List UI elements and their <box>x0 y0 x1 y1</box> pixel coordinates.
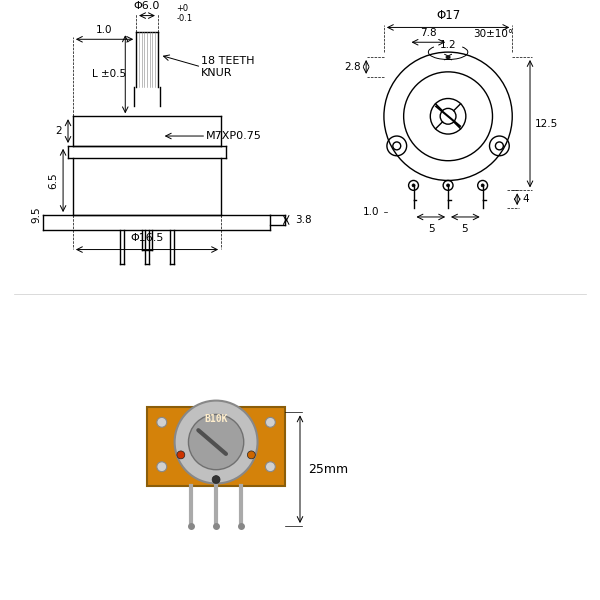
Circle shape <box>212 476 220 484</box>
Text: 2.8: 2.8 <box>344 62 361 72</box>
Text: 4: 4 <box>522 194 529 204</box>
Text: Φ16.5: Φ16.5 <box>130 233 164 242</box>
Circle shape <box>175 401 257 484</box>
Text: 18 TEETH
KNUR: 18 TEETH KNUR <box>201 56 255 78</box>
Circle shape <box>412 184 415 187</box>
Text: 1.0: 1.0 <box>362 207 379 217</box>
Text: 3.8: 3.8 <box>295 215 311 225</box>
Text: Φ6.0: Φ6.0 <box>134 1 160 11</box>
Circle shape <box>247 451 255 459</box>
Text: 6.5: 6.5 <box>48 172 58 189</box>
Text: 25mm: 25mm <box>308 463 348 476</box>
Text: 1.0: 1.0 <box>96 25 113 35</box>
Bar <box>147 407 285 487</box>
Text: 7.8: 7.8 <box>420 28 437 38</box>
Text: 5: 5 <box>461 224 468 234</box>
Text: 9.5: 9.5 <box>31 206 41 223</box>
Text: L ±0.5: L ±0.5 <box>92 70 127 79</box>
Text: B10K: B10K <box>205 415 228 424</box>
Circle shape <box>446 184 449 187</box>
Circle shape <box>265 418 275 427</box>
Circle shape <box>265 462 275 472</box>
Circle shape <box>188 415 244 470</box>
Text: 1.2: 1.2 <box>440 40 457 50</box>
Circle shape <box>157 462 167 472</box>
Text: 2: 2 <box>55 126 61 136</box>
Text: 12.5: 12.5 <box>535 119 558 128</box>
Text: +0
-0.1: +0 -0.1 <box>176 4 193 23</box>
Circle shape <box>177 451 185 459</box>
Circle shape <box>481 184 484 187</box>
Text: 5: 5 <box>428 224 434 234</box>
Circle shape <box>157 418 167 427</box>
Text: Φ17: Φ17 <box>436 10 460 22</box>
Text: M7XP0.75: M7XP0.75 <box>206 131 262 141</box>
Text: 30±10°: 30±10° <box>473 29 513 40</box>
